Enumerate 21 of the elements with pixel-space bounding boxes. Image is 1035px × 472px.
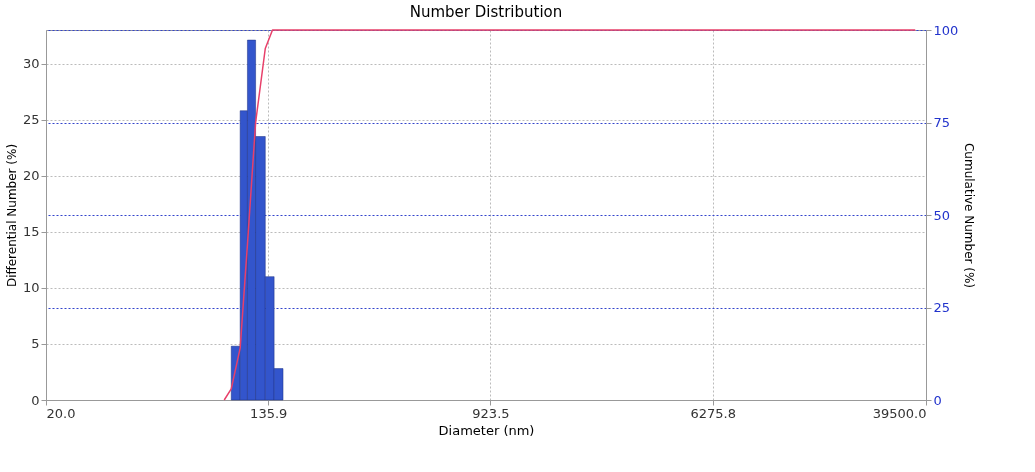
x-axis-title: Diameter (nm) <box>438 422 535 438</box>
chart-title: Number Distribution <box>409 3 563 21</box>
y2-tick-label: 0 <box>933 392 942 408</box>
y-tick-label: 15 <box>22 224 40 240</box>
y2-tick-label: 100 <box>933 22 959 38</box>
y2-axis-title: Cumulative Number (%) <box>962 142 977 289</box>
y2-tick-label: 75 <box>933 115 951 130</box>
y2-tick-label: 25 <box>933 300 951 315</box>
x-tick-label: 39500.0 <box>872 405 927 421</box>
y2-tick-label: 50 <box>933 207 951 223</box>
x-tick-label: 923.5 <box>472 405 510 421</box>
y-tick-label: 20 <box>22 168 40 184</box>
x-tick-label: 20.0 <box>46 405 76 421</box>
y-tick-label: 25 <box>22 112 40 128</box>
y-tick-label: 10 <box>22 280 40 296</box>
y-tick-label: 30 <box>22 56 40 72</box>
y-tick-label: 0 <box>31 392 40 408</box>
y-tick-label: 5 <box>31 336 40 352</box>
x-tick-label: 6275.8 <box>690 405 736 421</box>
x-tick-label: 135.9 <box>250 405 288 421</box>
y-axis-title: Differential Number (%) <box>4 143 19 288</box>
